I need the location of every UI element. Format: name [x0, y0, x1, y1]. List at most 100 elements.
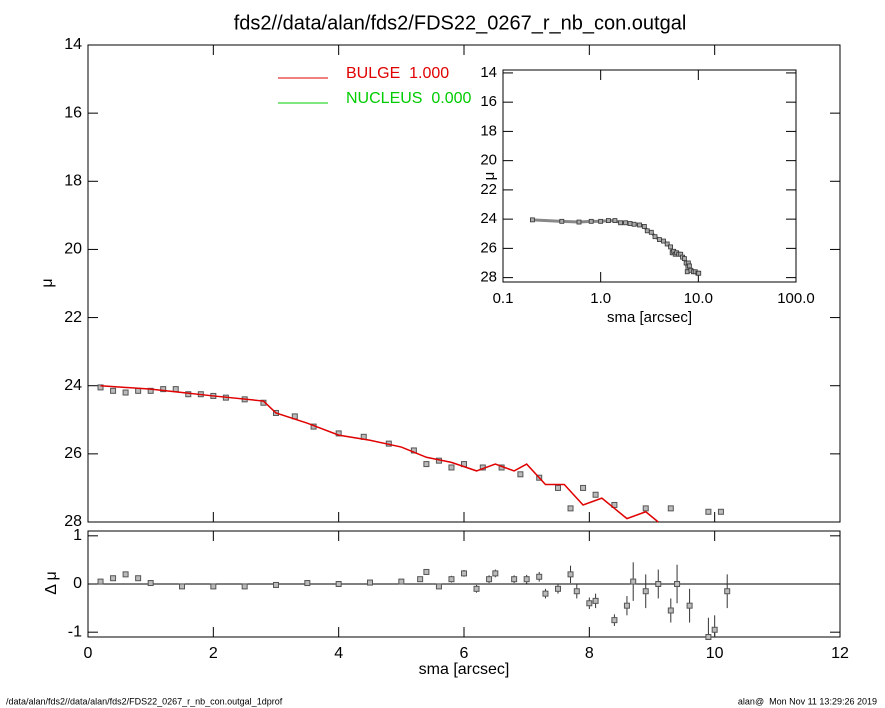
legend-label: BULGE 1.000 [346, 65, 449, 82]
inset-point [588, 218, 594, 224]
y-tick-label: 26 [480, 239, 497, 256]
residual-point [573, 588, 580, 595]
inset-point [652, 234, 658, 240]
x-tick-label: 10.0 [684, 290, 713, 307]
residual-point [705, 634, 712, 640]
y-tick-label: 22 [480, 181, 497, 198]
inset-point [661, 238, 666, 244]
data-point [110, 387, 117, 394]
x-tick-label: 6 [460, 645, 469, 662]
inset-point [696, 270, 702, 276]
y-tick-label: 14 [64, 36, 82, 53]
residual-point [724, 588, 731, 595]
y-tick-label: 14 [480, 64, 497, 81]
inset-background [503, 70, 796, 282]
residual-point [147, 580, 154, 587]
data-point [172, 386, 179, 393]
y-tick-label: 28 [480, 269, 497, 286]
residual-point [555, 585, 561, 592]
inset-point [641, 224, 647, 229]
y-tick-label: 16 [480, 93, 497, 110]
inset-point [681, 256, 687, 262]
residual-point [110, 575, 117, 582]
residual-point [630, 578, 637, 585]
x-tick-label: 10 [706, 645, 724, 662]
inset-point [644, 228, 650, 234]
x-tick-label: 1.0 [590, 290, 611, 307]
data-point [97, 384, 104, 391]
y-tick-label: 24 [480, 210, 497, 227]
residual-point [536, 573, 543, 580]
inset-point [559, 218, 565, 224]
inset-point [664, 241, 670, 247]
x-tick-label: 4 [334, 645, 343, 662]
x-axis-label: sma [arcsec] [607, 309, 692, 326]
inset-point [530, 217, 535, 223]
residual-point [586, 600, 593, 607]
residual-point [461, 570, 467, 577]
plot-frame [502, 69, 797, 283]
y-tick-label: 18 [480, 122, 497, 139]
model-line [100, 384, 659, 523]
residual-point [179, 583, 185, 590]
residual-point [423, 568, 430, 575]
residual-point [241, 583, 248, 590]
residual-point [511, 576, 518, 583]
data-point [122, 389, 129, 396]
data-point [147, 387, 154, 394]
y-tick-label: 22 [64, 309, 82, 326]
residual-point [417, 576, 424, 583]
residual-point [367, 579, 373, 586]
data-point [667, 505, 674, 512]
inset-point [576, 219, 582, 225]
data-point [448, 464, 455, 471]
residual-point [135, 575, 142, 582]
residual-point [210, 583, 217, 590]
y-axis-label: Δ μ [43, 571, 60, 594]
residual-point [542, 590, 549, 597]
y-tick-label: 1 [73, 527, 82, 544]
y-tick-label: 26 [64, 445, 82, 462]
inset-point [637, 222, 642, 228]
residual-point [492, 570, 499, 577]
x-tick-label: 8 [585, 645, 594, 662]
inset-point [686, 263, 692, 269]
data-point [642, 505, 649, 512]
inset-point [612, 218, 618, 223]
y-tick-label: 28 [64, 513, 82, 530]
x-tick-label: 0 [84, 645, 93, 662]
residual-point [567, 571, 574, 578]
residual-point [623, 602, 630, 609]
residual-point [655, 581, 662, 587]
inset-point [668, 244, 673, 250]
residual-point [273, 581, 279, 588]
inset-point [606, 218, 611, 223]
residual-point [435, 583, 442, 590]
inset-point [598, 218, 604, 224]
y-tick-label: -1 [68, 623, 82, 640]
residual-point [686, 602, 693, 609]
x-axis-label: sma [arcsec] [419, 661, 510, 678]
residual-point [523, 576, 530, 583]
residual-point [122, 571, 129, 578]
y-tick-label: 0 [73, 575, 82, 592]
residual-point [473, 585, 480, 592]
y-tick-label: 18 [64, 173, 82, 190]
residual-point [667, 607, 674, 614]
data-point [160, 386, 167, 393]
residual-point [398, 578, 405, 585]
chart-title: fds2//data/alan/fds2/FDS22_0267_r_nb_con… [234, 12, 687, 34]
data-point [705, 508, 712, 515]
residual-point [642, 588, 649, 595]
data-point [423, 461, 430, 468]
y-tick-label: 20 [64, 241, 82, 258]
data-point [717, 508, 724, 515]
inset-point [657, 237, 662, 243]
x-tick-label: 12 [831, 645, 849, 662]
footer-left: /data/alan/fds2//data/alan/fds2/FDS22_02… [6, 696, 283, 706]
y-tick-label: 20 [480, 152, 497, 169]
data-point [517, 471, 524, 478]
data-point [580, 484, 587, 491]
